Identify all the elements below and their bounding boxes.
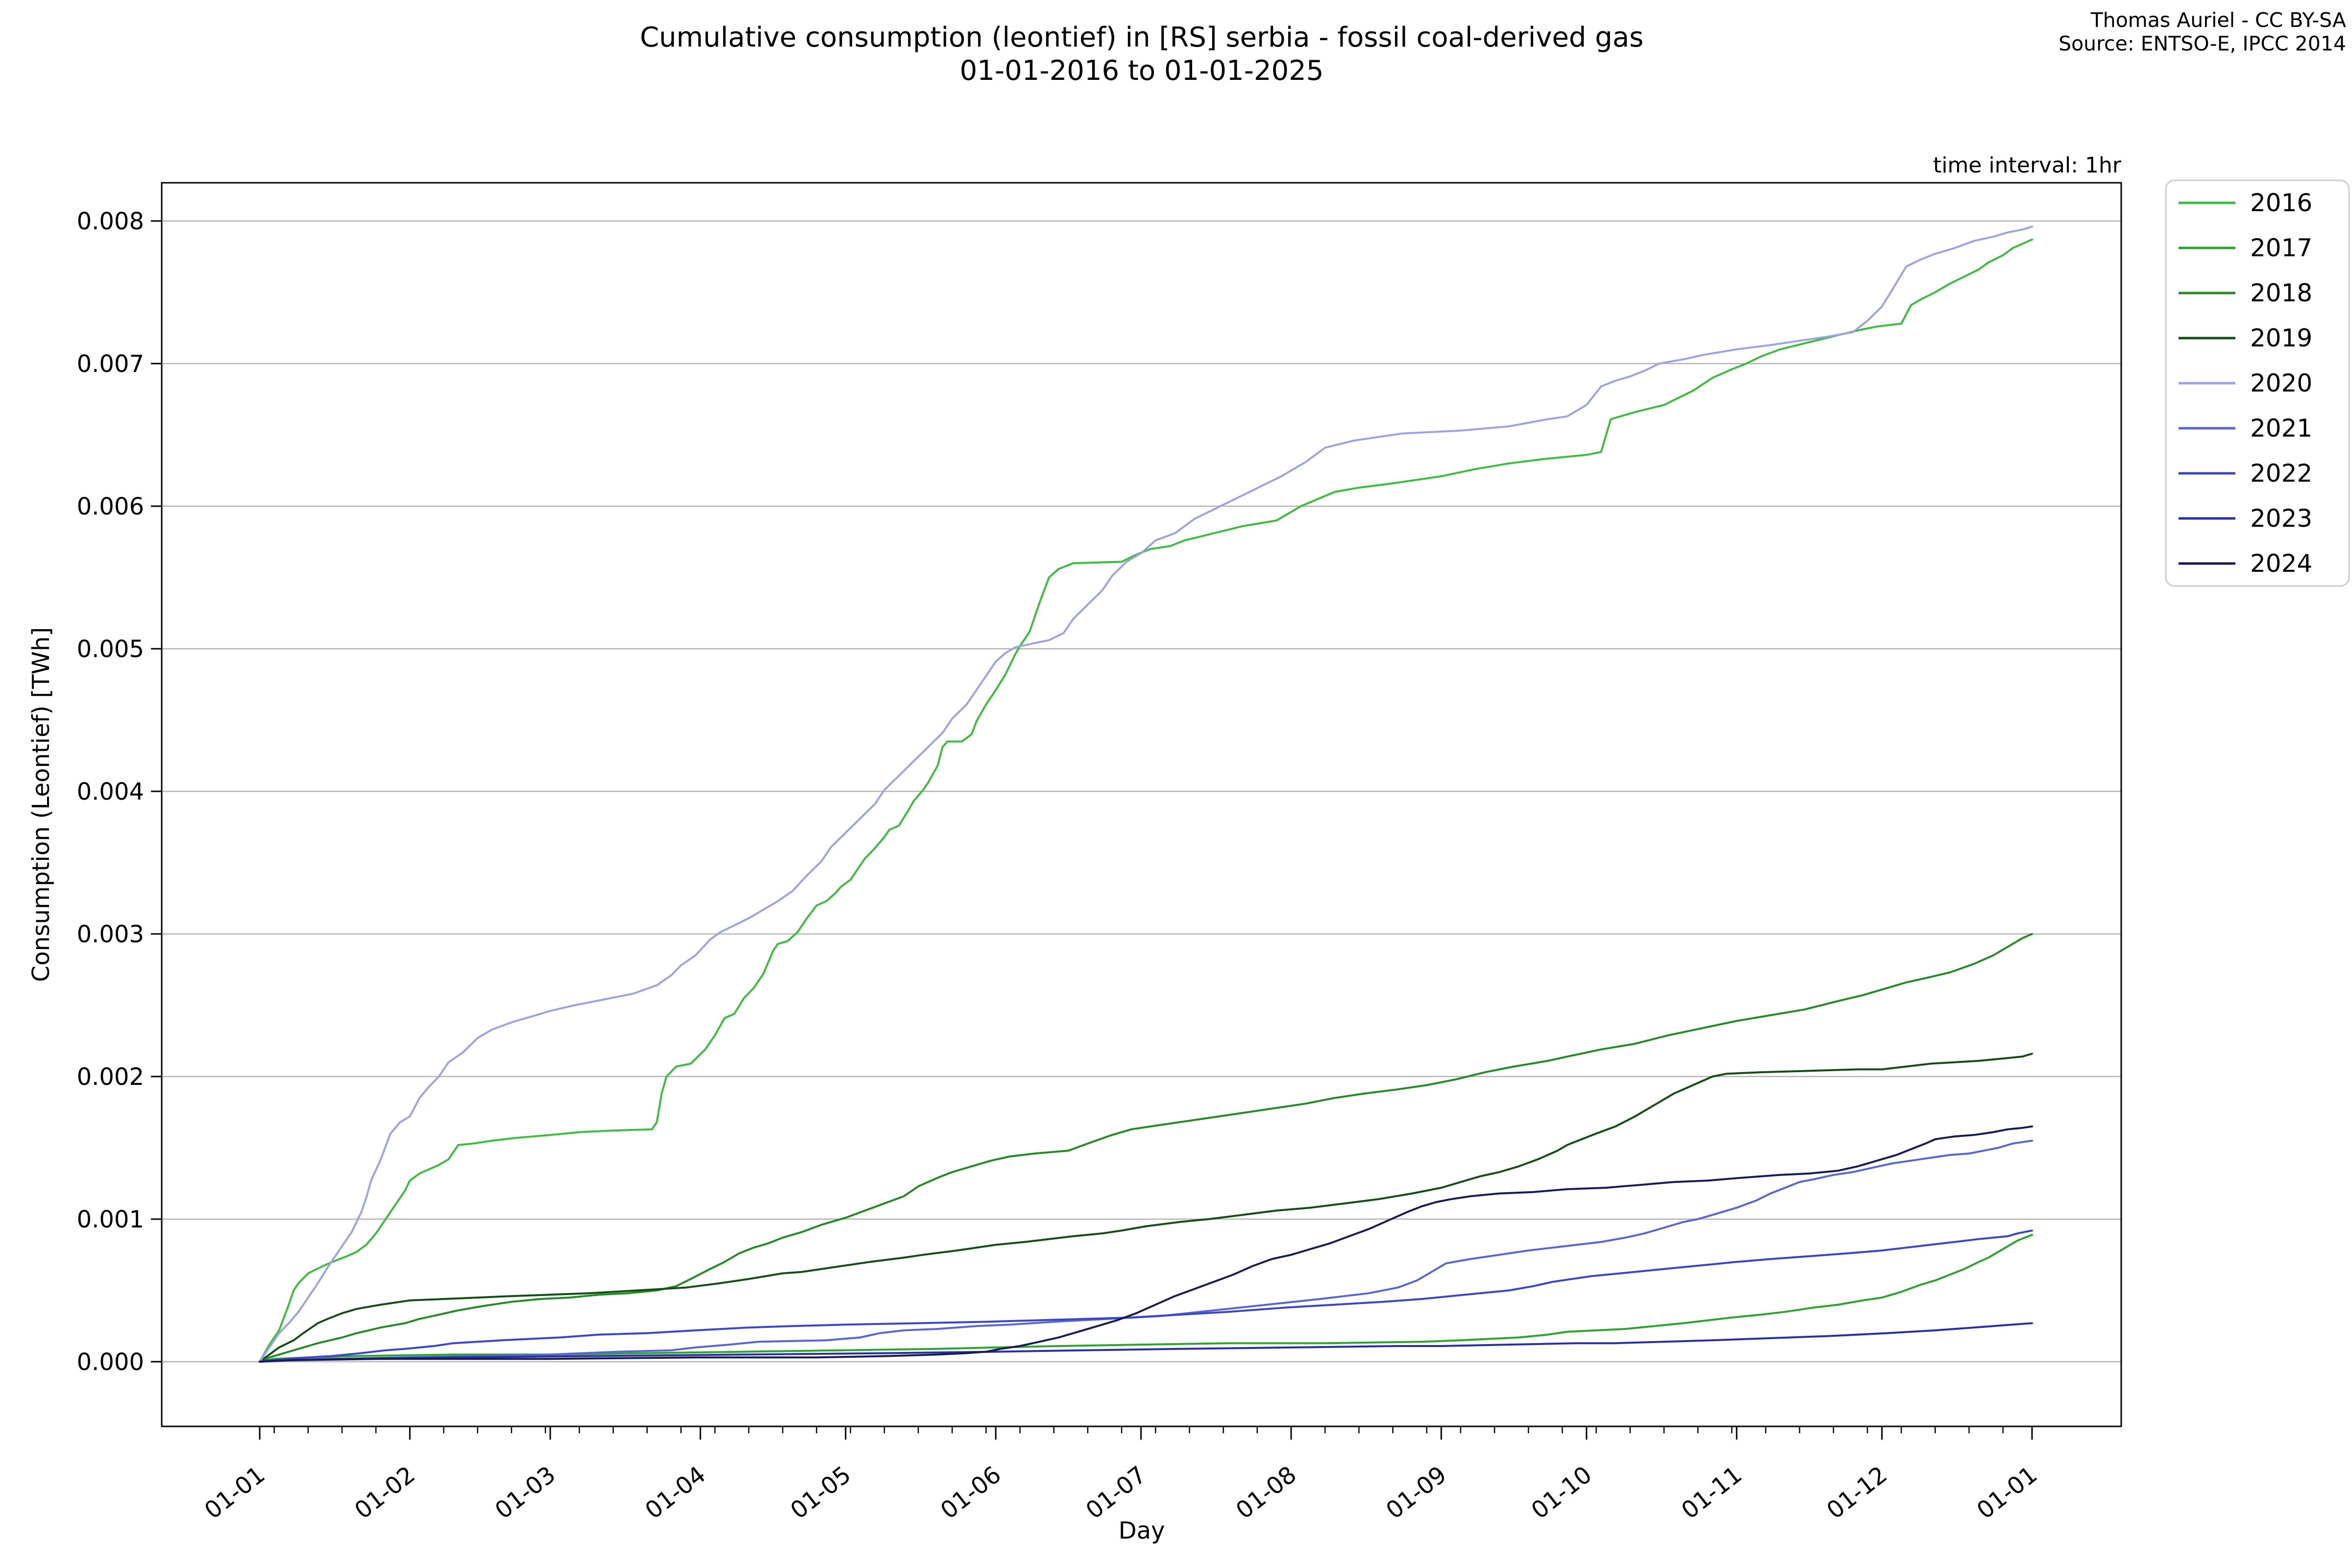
x-tick-label: 01-09 [1381,1461,1451,1524]
legend: 2016 2017 2018 2019 2020 2021 2022 2023 2024 [2165,179,2350,587]
x-tick-label: 01-12 [1822,1461,1892,1524]
series-line-2021 [259,1139,2033,1363]
axis-ticks: 0.000 0.001 0.002 0.003 0.004 0.005 0.006 0.007… [77,208,2043,1524]
x-axis-label: Day [1119,1517,1165,1544]
legend-label-2018: 2018 [2250,279,2312,307]
legend-item-2018: 2018 [2179,279,2312,307]
y-tick-label: 0.001 [77,1206,144,1233]
legend-item-2019: 2019 [2179,324,2312,352]
series-line-2018 [259,933,2033,1363]
y-tick-label: 0.003 [77,921,144,948]
plot-border [161,182,2122,1427]
y-tick-label: 0.008 [77,208,144,235]
series-line-2023 [259,1322,2033,1363]
legend-item-2022: 2022 [2179,459,2312,488]
legend-item-2020: 2020 [2179,369,2312,397]
series-line-2016 [259,238,2033,1363]
x-tick-label: 01-10 [1526,1461,1597,1524]
x-tick-label: 01-03 [490,1461,561,1524]
y-tick-label: 0.002 [77,1063,144,1091]
series-line-2020 [259,225,2033,1363]
x-tick-label: 01-04 [640,1461,710,1524]
series-line-2019 [259,1053,2033,1363]
y-tick-label: 0.004 [77,778,144,806]
y-tick-label: 0.006 [77,493,144,520]
legend-item-2017: 2017 [2179,234,2312,262]
gridlines [162,220,2121,1363]
legend-label-2022: 2022 [2250,459,2312,488]
legend-label-2021: 2021 [2250,414,2312,442]
x-tick-label: 01-01 [199,1461,270,1524]
y-tick-label: 0.000 [77,1348,144,1376]
x-tick-label: 01-06 [935,1461,1006,1524]
x-tick-label: 01-08 [1231,1461,1301,1524]
series-line-2024 [259,1125,2033,1363]
y-axis-label: Consumption (Leontief) [TWh] [27,627,55,982]
series-line-2017 [259,1234,2033,1363]
legend-box [2165,179,2350,587]
credit-author: Thomas Auriel - CC BY-SA [2090,8,2346,32]
credit-source: Source: ENTSO-E, IPCC 2014 [2058,32,2346,55]
legend-label-2019: 2019 [2250,324,2312,352]
chart-title-line2: 01-01-2016 to 01-01-2025 [960,55,1324,87]
chart-title-line1: Cumulative consumption (leontief) in [RS… [640,22,1643,53]
x-tick-label: 01-01 [1972,1461,2042,1524]
legend-label-2016: 2016 [2250,189,2312,217]
x-tick-label: 01-05 [785,1461,856,1524]
y-tick-label: 0.007 [77,350,144,378]
legend-label-2020: 2020 [2250,369,2312,397]
legend-item-2016: 2016 [2179,189,2312,217]
y-tick-label: 0.005 [77,636,144,663]
legend-label-2023: 2023 [2250,504,2312,533]
legend-label-2017: 2017 [2250,234,2312,262]
x-tick-label: 01-02 [349,1461,420,1524]
series-lines [259,225,2033,1363]
time-interval-note: time interval: 1hr [1933,153,2122,178]
legend-label-2024: 2024 [2250,549,2312,578]
legend-item-2023: 2023 [2179,504,2312,533]
x-tick-label: 01-11 [1676,1461,1747,1524]
legend-item-2024: 2024 [2179,549,2312,578]
series-line-2022 [259,1229,2033,1363]
legend-item-2021: 2021 [2179,414,2312,442]
x-tick-label: 01-07 [1081,1461,1152,1524]
